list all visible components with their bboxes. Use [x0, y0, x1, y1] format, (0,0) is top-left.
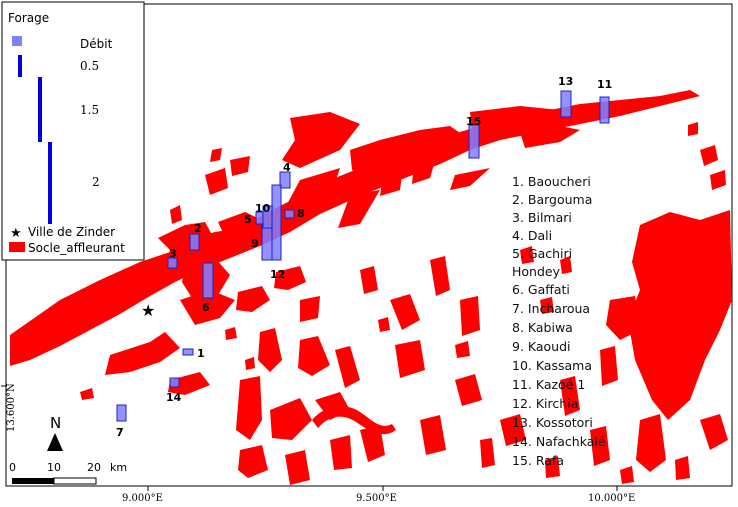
well-name-15: 15. Rafa	[512, 453, 564, 468]
site-label-7: 7	[116, 426, 124, 439]
site-label-13: 13	[558, 75, 573, 88]
well-marker-7[interactable]	[116, 404, 127, 422]
legend-city-star-icon: ★	[10, 226, 22, 241]
x-tick-label-1: 9.000°E	[122, 493, 163, 504]
well-marker-4[interactable]	[279, 171, 291, 189]
site-label-11: 11	[597, 78, 612, 91]
scale-label-20: 20	[87, 461, 101, 474]
scale-segment-2	[53, 477, 97, 485]
legend-debit-value-3: 2	[92, 175, 100, 189]
legend-box	[1, 1, 145, 261]
well-marker-12[interactable]	[271, 184, 282, 261]
well-name-4: 4. Dali	[512, 228, 552, 243]
legend: Forage Débit 0.5 1.5 2 ★ Ville de Zinder…	[1, 1, 145, 261]
x-tick-label-3: 10.000°E	[588, 493, 635, 504]
well-name-5b: Hondey	[512, 264, 561, 279]
well-name-6: 6. Gaffati	[512, 282, 570, 297]
well-marker-2[interactable]	[189, 233, 200, 251]
well-name-13: 13. Kossotori	[512, 415, 593, 430]
well-marker-13[interactable]	[560, 90, 572, 118]
site-label-1: 1	[197, 347, 205, 360]
scale-label-0: 0	[9, 461, 16, 474]
legend-debit-bar-2	[38, 77, 42, 142]
legend-debit-bar-3	[48, 142, 52, 224]
socle-affleurant-layer	[10, 90, 732, 485]
well-name-3: 3. Bilmari	[512, 210, 572, 225]
scale-segment-1	[12, 478, 54, 484]
legend-debit-label: Débit	[80, 37, 113, 51]
zinder-star-icon: ★	[141, 301, 155, 320]
scale-unit: km	[110, 461, 127, 474]
well-name-2: 2. Bargouma	[512, 192, 592, 207]
north-label: N	[50, 414, 61, 432]
site-label-2: 2	[194, 222, 202, 235]
well-marker-11[interactable]	[599, 96, 610, 124]
site-label-8: 8	[297, 207, 305, 220]
well-marker-15[interactable]	[468, 124, 480, 159]
well-marker-9[interactable]	[261, 224, 273, 261]
site-label-6: 6	[202, 301, 210, 314]
well-name-9: 9. Kaoudi	[512, 339, 571, 354]
legend-debit-value-2: 1.5	[80, 103, 99, 117]
y-tick-label: 13.600°N	[6, 383, 17, 432]
north-arrow-icon	[47, 433, 63, 451]
well-marker-1[interactable]	[182, 348, 194, 356]
north-arrow: N	[47, 414, 63, 451]
legend-debit-bar-1	[18, 55, 22, 77]
graticule: 9.000°E 9.500°E 10.000°E 13.600°N	[1, 383, 635, 504]
x-tick-label-2: 9.500°E	[356, 493, 397, 504]
legend-debit-value-1: 0.5	[80, 59, 99, 73]
site-label-4: 4	[283, 161, 291, 174]
well-name-10: 10. Kassama	[512, 358, 592, 373]
well-marker-14[interactable]	[169, 377, 180, 388]
site-label-3: 3	[169, 247, 177, 260]
site-label-14: 14	[166, 391, 182, 404]
site-label-12: 12	[270, 268, 285, 281]
scale-label-10: 10	[47, 461, 61, 474]
well-name-1: 1. Baoucheri	[512, 174, 591, 189]
well-name-5: 5. Gachiri	[512, 246, 572, 261]
site-label-9: 9	[251, 237, 259, 250]
legend-socle-swatch	[9, 242, 25, 252]
site-label-10: 10	[255, 202, 271, 215]
well-marker-6[interactable]	[202, 262, 214, 299]
well-name-14: 14. Nafachkalé	[512, 434, 606, 449]
site-label-15: 15	[466, 115, 481, 128]
well-marker-3[interactable]	[167, 257, 178, 269]
site-label-5: 5	[244, 213, 252, 226]
well-name-12: 12. Kirchia	[512, 396, 578, 411]
well-names-list: 1. Baoucheri 2. Bargouma 3. Bilmari 4. D…	[512, 174, 606, 468]
legend-city-label: Ville de Zinder	[28, 225, 115, 239]
well-marker-8[interactable]	[284, 209, 295, 219]
scale-bar: 0 10 20 km	[9, 461, 127, 485]
wells-layer	[116, 90, 610, 422]
well-name-11: 11. Kazoé 1	[512, 377, 585, 392]
legend-title: Forage	[8, 11, 49, 25]
well-name-8: 8. Kabiwa	[512, 320, 573, 335]
legend-socle-label: Socle_affleurant	[28, 241, 125, 255]
well-name-7: 7. Incharoua	[512, 301, 590, 316]
legend-well-symbol	[12, 36, 22, 46]
site-labels: 1 2 3 4 5 6 7 8 9 10 11 12 13 14 15	[116, 75, 612, 439]
